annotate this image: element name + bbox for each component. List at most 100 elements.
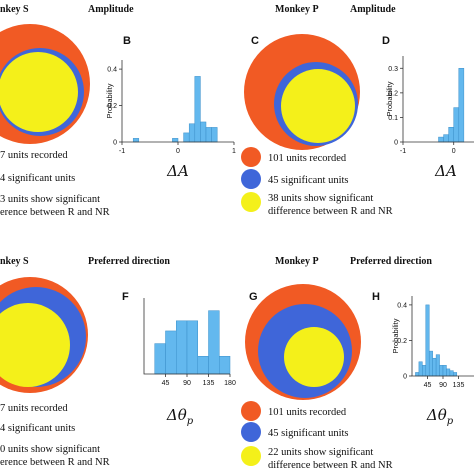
legend-row2-left-differs-line2: erence between R and NR bbox=[0, 457, 110, 468]
x-tick-label: 135 bbox=[453, 382, 465, 389]
legend-row1-right-differs-line2: difference between R and NR bbox=[268, 206, 393, 217]
y-tick-label: 0.3 bbox=[388, 66, 398, 73]
y-tick-label: 0.4 bbox=[107, 67, 117, 74]
histogram-bar bbox=[422, 365, 427, 377]
histogram-bar bbox=[432, 357, 437, 377]
legend-row1-right-recorded: 101 units recorded bbox=[268, 153, 347, 164]
x-tick-label: 0 bbox=[452, 148, 456, 155]
y-axis-label: Probability bbox=[385, 81, 394, 116]
panel-label-h: H bbox=[372, 291, 380, 303]
legend-row2-right-significant: 45 significant units bbox=[268, 428, 349, 439]
x-tick-label: 90 bbox=[183, 380, 191, 387]
histogram-bar bbox=[219, 356, 231, 375]
histogram-bar bbox=[453, 372, 458, 377]
legend-swatch-recorded bbox=[241, 147, 261, 167]
histogram-h: 45 90 135 0 0.2 0.4 Probability Δθp bbox=[391, 296, 474, 427]
venn-row2-right bbox=[245, 284, 361, 400]
row2-right-title: Preferred direction bbox=[350, 256, 432, 267]
x-axis-label: ΔA bbox=[434, 162, 457, 180]
histogram-bar bbox=[438, 136, 444, 143]
histogram-bar bbox=[435, 354, 440, 377]
y-tick-label: 0.2 bbox=[397, 338, 407, 345]
y-axis-label: Probability bbox=[105, 83, 114, 118]
legend-row1-right-differs: 38 units show significant bbox=[268, 193, 373, 204]
histogram-bar bbox=[415, 372, 420, 377]
histogram-bar bbox=[418, 361, 423, 377]
histogram-bar bbox=[448, 127, 454, 143]
histogram-bar bbox=[188, 123, 196, 143]
legend-row2-right-differs-line2: difference between R and NR bbox=[268, 460, 393, 471]
venn-differs-circle bbox=[284, 327, 344, 387]
y-tick-label: 0.1 bbox=[388, 115, 398, 122]
histogram-bar bbox=[200, 121, 207, 143]
legend-swatch-differs bbox=[241, 446, 261, 466]
legend-swatch-significant bbox=[241, 422, 261, 442]
legend-row1-left-significant: 4 significant units bbox=[0, 173, 75, 184]
legend-row1-right: 101 units recorded 45 significant units … bbox=[241, 147, 393, 217]
x-axis-label: Δθp bbox=[166, 406, 194, 427]
histogram-bar bbox=[172, 138, 179, 143]
histogram-bar bbox=[439, 365, 444, 377]
x-axis-label: ΔA bbox=[166, 162, 189, 180]
row2-right-monkey-label: Monkey P bbox=[275, 256, 319, 267]
histogram-bar bbox=[197, 356, 209, 375]
x-tick-label: -1 bbox=[119, 148, 125, 155]
venn-differs-circle bbox=[281, 69, 355, 143]
y-axis-label: Probability bbox=[391, 318, 400, 353]
row1-left-title: Amplitude bbox=[88, 4, 134, 15]
x-tick-label: 1 bbox=[232, 148, 236, 155]
histogram-bar bbox=[165, 330, 177, 375]
venn-row1-left bbox=[0, 24, 90, 144]
x-tick-label: 0 bbox=[176, 148, 180, 155]
histogram-bar bbox=[446, 368, 451, 377]
histogram-bar bbox=[154, 343, 166, 375]
legend-row2-left-differs: 0 units show significant bbox=[0, 444, 100, 455]
histogram-bar bbox=[458, 68, 465, 143]
y-tick-label: 0 bbox=[394, 140, 398, 147]
row1-left-monkey-label: nkey S bbox=[0, 4, 29, 15]
x-tick-label: 45 bbox=[162, 380, 170, 387]
panel-label-b: B bbox=[123, 35, 131, 47]
legend-row2-left-recorded: 7 units recorded bbox=[0, 403, 68, 414]
legend-swatch-differs bbox=[241, 192, 261, 212]
x-tick-label: 180 bbox=[224, 380, 236, 387]
legend-row1-left-recorded: 7 units recorded bbox=[0, 150, 68, 161]
x-tick-label: -1 bbox=[400, 148, 406, 155]
panel-label-g: G bbox=[249, 291, 258, 303]
legend-row1-right-significant: 45 significant units bbox=[268, 175, 349, 186]
x-tick-label: 45 bbox=[424, 382, 432, 389]
panel-label-d: D bbox=[382, 35, 390, 47]
histogram-bar bbox=[211, 127, 218, 143]
x-tick-label: 135 bbox=[203, 380, 215, 387]
histogram-bar bbox=[449, 370, 454, 377]
y-tick-label: 0.2 bbox=[388, 90, 398, 97]
y-tick-label: 0.4 bbox=[397, 302, 407, 309]
venn-row2-left bbox=[0, 277, 88, 393]
venn-differs-circle bbox=[0, 303, 70, 387]
row1-right-monkey-label: Monkey P bbox=[275, 4, 319, 15]
venn-row1-right bbox=[244, 34, 360, 150]
histogram-bar bbox=[183, 132, 190, 143]
histogram-bar bbox=[208, 310, 220, 375]
histogram-bar bbox=[425, 304, 430, 377]
histogram-bar bbox=[453, 107, 460, 143]
legend-swatch-significant bbox=[241, 169, 261, 189]
venn-differs-circle bbox=[0, 52, 78, 132]
legend-row2-right: 101 units recorded 45 significant units … bbox=[241, 401, 393, 471]
histogram-bar bbox=[442, 365, 447, 377]
panel-label-f: F bbox=[122, 291, 129, 303]
panel-label-c: C bbox=[251, 35, 259, 47]
histogram-f: 45 90 135 180 Δθp bbox=[143, 298, 236, 427]
x-axis-label: Δθp bbox=[426, 406, 454, 427]
y-tick-label: 0 bbox=[403, 374, 407, 381]
histogram-bar bbox=[176, 320, 188, 375]
histogram-bar bbox=[132, 138, 140, 143]
histogram-bar bbox=[194, 76, 201, 143]
row2-left-title: Preferred direction bbox=[88, 256, 170, 267]
legend-row2-left-significant: 4 significant units bbox=[0, 423, 75, 434]
histogram-bar bbox=[428, 350, 433, 377]
row2-left-monkey-label: nkey S bbox=[0, 256, 29, 267]
row1-right-title: Amplitude bbox=[350, 4, 396, 15]
